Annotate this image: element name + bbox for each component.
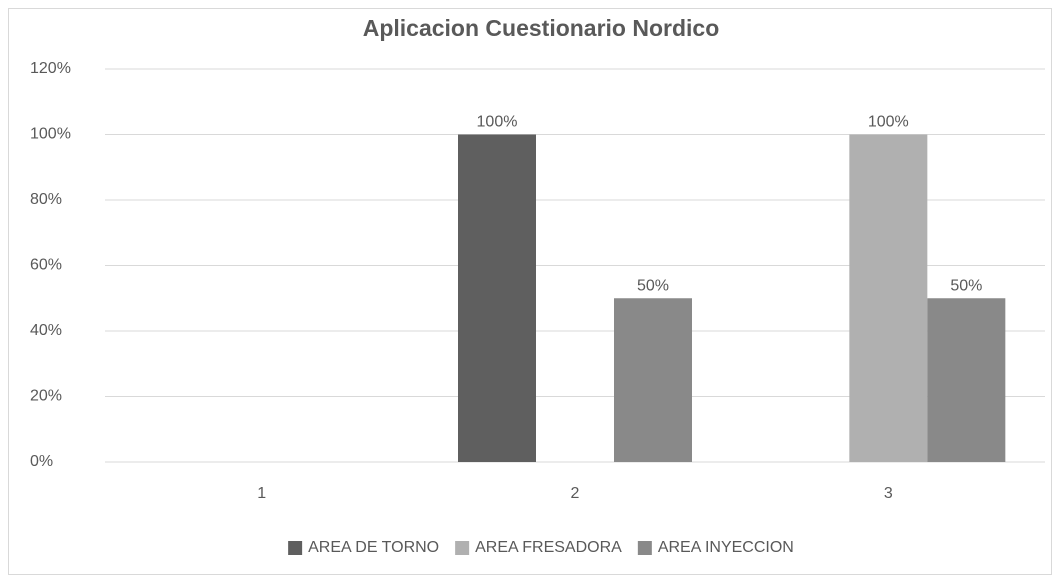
x-tick-label: 1 bbox=[257, 485, 266, 502]
x-tick-label: 2 bbox=[571, 485, 580, 502]
data-label: 100% bbox=[477, 114, 518, 131]
bar bbox=[849, 134, 928, 462]
y-tick-label: 80% bbox=[30, 191, 62, 208]
y-tick-label: 0% bbox=[30, 453, 53, 470]
legend-swatch bbox=[288, 541, 303, 555]
data-label: 50% bbox=[950, 277, 982, 294]
data-label: 100% bbox=[868, 114, 909, 131]
y-tick-label: 100% bbox=[30, 126, 71, 143]
y-tick-label: 20% bbox=[30, 388, 62, 405]
chart-title: Aplicacion Cuestionario Nordico bbox=[363, 15, 720, 41]
legend-swatch bbox=[637, 541, 652, 555]
x-tick-label: 3 bbox=[884, 485, 893, 502]
legend-label: AREA DE TORNO bbox=[308, 539, 439, 556]
legend-label: AREA INYECCION bbox=[658, 539, 794, 556]
data-label: 50% bbox=[637, 277, 669, 294]
legend-swatch bbox=[455, 541, 470, 555]
bar bbox=[458, 134, 536, 462]
y-tick-label: 120% bbox=[30, 60, 71, 77]
y-tick-label: 40% bbox=[30, 322, 62, 339]
bar bbox=[927, 298, 1006, 462]
legend-label: AREA FRESADORA bbox=[475, 539, 622, 556]
bar bbox=[614, 298, 692, 462]
y-tick-label: 60% bbox=[30, 257, 62, 274]
